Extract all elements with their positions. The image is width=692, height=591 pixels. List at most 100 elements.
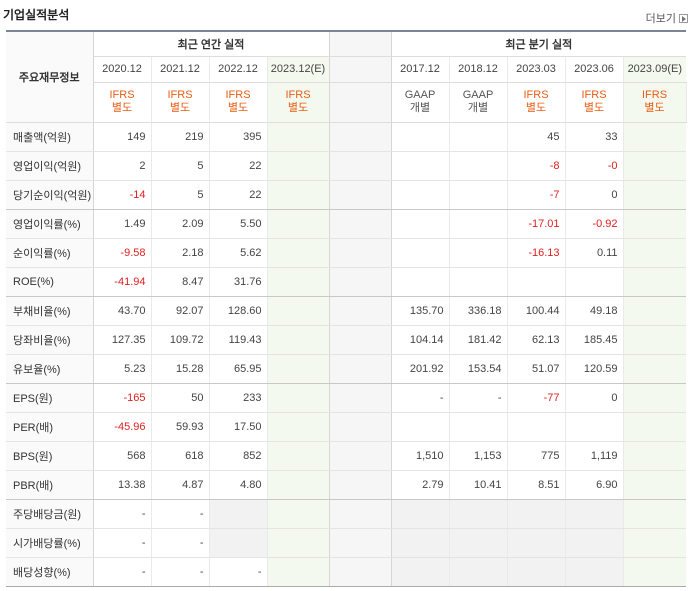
quarter-value-cell: -7 <box>507 180 566 210</box>
quarter-value-cell: 8.51 <box>507 470 566 500</box>
row-label: 당기순이익(억원) <box>6 180 94 210</box>
gap-column <box>329 296 392 326</box>
standard-scope: 개별 <box>409 102 431 114</box>
row-label: EPS(원) <box>6 383 94 413</box>
annual-value-cell: - <box>93 499 152 529</box>
annual-value-cell <box>267 470 330 500</box>
standard-type: GAAP <box>462 89 494 101</box>
annual-value-cell: 8.47 <box>151 267 210 297</box>
table-row: 부채비율(%) 43.70 92.07 128.60 135.70 336.18 100.4… <box>6 296 687 326</box>
gap-column <box>329 238 392 268</box>
annual-value-cell <box>267 383 330 413</box>
annual-value-cell: 149 <box>93 122 152 152</box>
quarter-value-cell <box>623 296 687 326</box>
annual-value-cell: - <box>151 557 210 587</box>
annual-value-cell: 128.60 <box>209 296 268 326</box>
arrow-right-icon <box>679 14 688 23</box>
quarter-value-cell <box>623 180 687 210</box>
quarter-value-cell <box>507 528 566 558</box>
annual-value-cell <box>267 412 330 442</box>
quarter-value-cell <box>391 180 450 210</box>
section-header: 기업실적분석 더보기 <box>0 0 692 30</box>
accounting-standard: IFRS 별도 <box>267 82 330 123</box>
quarter-value-cell: -17.01 <box>507 209 566 239</box>
quarter-value-cell <box>623 557 687 587</box>
annual-value-cell: 1.49 <box>93 209 152 239</box>
gap-column <box>329 325 392 355</box>
accounting-standard: IFRS 별도 <box>623 82 687 123</box>
row-label: 부채비율(%) <box>6 296 94 326</box>
annual-value-cell: -14 <box>93 180 152 210</box>
annual-value-cell: 5.62 <box>209 238 268 268</box>
quarter-value-cell: 2.79 <box>391 470 450 500</box>
annual-value-cell: 22 <box>209 180 268 210</box>
standard-type: IFRS <box>225 89 251 101</box>
quarter-value-cell: 775 <box>507 441 566 471</box>
annual-value-cell <box>267 557 330 587</box>
annual-value-cell: 5.23 <box>93 354 152 384</box>
annual-period-header: 2023.12(E) <box>267 56 330 83</box>
quarter-period-header: 2018.12 <box>449 56 508 83</box>
annual-value-cell <box>209 499 268 529</box>
gap-column <box>329 557 392 587</box>
gap-column <box>329 354 392 384</box>
standard-scope: 별도 <box>169 102 191 114</box>
annual-value-cell <box>267 441 330 471</box>
gap-column <box>329 441 392 471</box>
quarter-value-cell: 181.42 <box>449 325 508 355</box>
standard-type: IFRS <box>167 89 193 101</box>
row-header: 주요재무정보 <box>6 30 94 123</box>
quarter-value-cell: 0 <box>565 383 624 413</box>
quarter-value-cell <box>391 209 450 239</box>
quarter-value-cell <box>507 499 566 529</box>
quarter-period-header: 2023.03 <box>507 56 566 83</box>
annual-value-cell: 5 <box>151 151 210 181</box>
annual-value-cell: 43.70 <box>93 296 152 326</box>
quarter-value-cell <box>507 267 566 297</box>
quarter-value-cell: - <box>449 383 508 413</box>
financial-table: 주요재무정보 최근 연간 실적 최근 분기 실적 2020.12 2021.12 2022… <box>6 30 687 587</box>
accounting-standard: GAAP 개별 <box>391 82 450 123</box>
quarter-value-cell: 62.13 <box>507 325 566 355</box>
quarter-value-cell <box>449 180 508 210</box>
gap-column <box>329 470 392 500</box>
quarter-value-cell: -0.92 <box>565 209 624 239</box>
table-row: ROE(%) -41.94 8.47 31.76 <box>6 267 687 297</box>
quarter-value-cell <box>565 557 624 587</box>
annual-value-cell <box>267 267 330 297</box>
table-row: BPS(원) 568 618 852 1,510 1,153 775 1,119 <box>6 441 687 471</box>
gap-column <box>329 209 392 239</box>
table-row: 당좌비율(%) 127.35 109.72 119.43 104.14 181.42 62.… <box>6 325 687 355</box>
annual-value-cell: 5.50 <box>209 209 268 239</box>
quarter-value-cell <box>623 267 687 297</box>
annual-value-cell: 2.09 <box>151 209 210 239</box>
standard-scope: 별도 <box>583 102 605 114</box>
standard-type: IFRS <box>523 89 549 101</box>
quarter-value-cell: 153.54 <box>449 354 508 384</box>
annual-value-cell: 15.28 <box>151 354 210 384</box>
annual-value-cell <box>267 354 330 384</box>
annual-value-cell: 4.80 <box>209 470 268 500</box>
quarter-value-cell: 1,119 <box>565 441 624 471</box>
quarter-value-cell: 49.18 <box>565 296 624 326</box>
quarter-value-cell: 33 <box>565 122 624 152</box>
quarter-value-cell <box>449 122 508 152</box>
quarter-value-cell <box>623 325 687 355</box>
quarter-value-cell <box>623 470 687 500</box>
annual-value-cell: - <box>209 557 268 587</box>
row-label: 순이익률(%) <box>6 238 94 268</box>
gap-column <box>329 82 392 123</box>
annual-value-cell: 2.18 <box>151 238 210 268</box>
quarter-value-cell <box>391 238 450 268</box>
accounting-standard: GAAP 개별 <box>449 82 508 123</box>
accounting-standard: IFRS 별도 <box>93 82 152 123</box>
more-button[interactable]: 더보기 <box>646 10 688 26</box>
more-label: 더보기 <box>645 13 676 25</box>
annual-value-cell: 92.07 <box>151 296 210 326</box>
row-label: 영업이익(억원) <box>6 151 94 181</box>
quarter-period-header: 2023.09(E) <box>623 56 687 83</box>
row-label: 주당배당금(원) <box>6 499 94 529</box>
quarter-value-cell <box>623 441 687 471</box>
row-label: PER(배) <box>6 412 94 442</box>
quarter-value-cell <box>391 557 450 587</box>
